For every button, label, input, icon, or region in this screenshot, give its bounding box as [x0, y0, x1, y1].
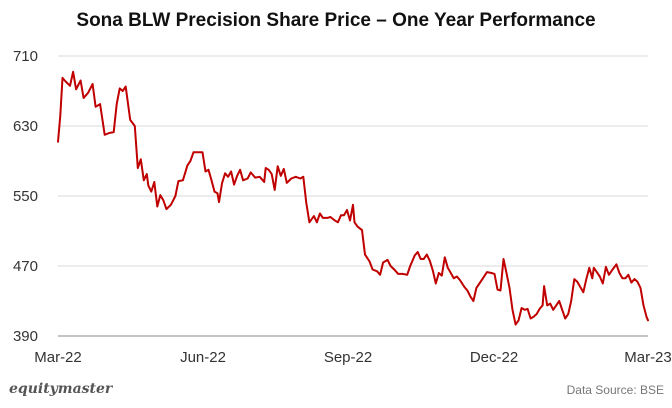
- chart-title: Sona BLW Precision Share Price – One Yea…: [76, 10, 596, 31]
- y-tick-label: 630: [13, 118, 38, 135]
- y-tick-labels: 390 470 550 630 710: [13, 48, 38, 345]
- x-tick-label: Mar-23: [624, 349, 672, 366]
- gridlines: [58, 55, 648, 267]
- y-tick-label: 550: [13, 188, 38, 205]
- x-tick-label: Jun-22: [180, 349, 226, 366]
- x-tick-label: Dec-22: [470, 349, 518, 366]
- y-tick-label: 390: [13, 328, 38, 345]
- brand-logo-text: equitymaster: [9, 381, 113, 397]
- price-series: [57, 70, 649, 326]
- data-source-note: Data Source: BSE: [566, 383, 664, 397]
- y-tick-label: 710: [13, 48, 38, 65]
- y-tick-label: 470: [13, 258, 38, 275]
- x-tick-label: Mar-22: [34, 349, 82, 366]
- x-tick-labels: Mar-22 Jun-22 Sep-22 Dec-22 Mar-23: [34, 349, 672, 366]
- x-tick-label: Sep-22: [324, 349, 372, 366]
- series-line: [57, 70, 649, 326]
